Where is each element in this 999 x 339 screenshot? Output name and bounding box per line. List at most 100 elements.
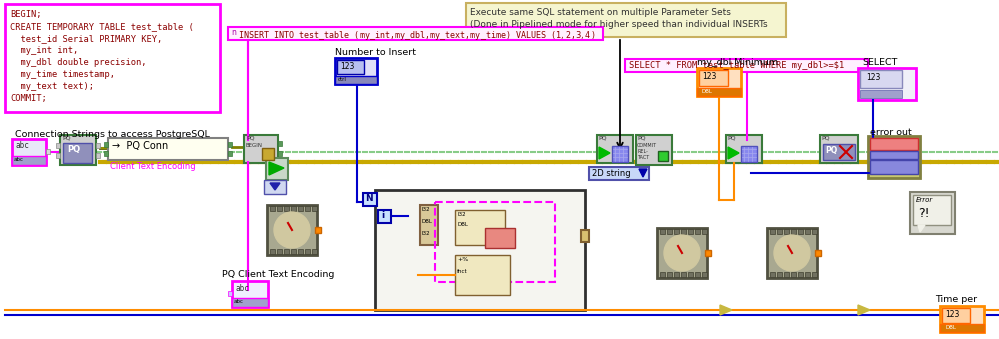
Bar: [791, 272, 796, 277]
Bar: [777, 272, 782, 277]
Bar: [278, 141, 282, 146]
Bar: [46, 149, 50, 154]
Bar: [860, 70, 902, 88]
Bar: [812, 229, 817, 234]
Bar: [12, 139, 46, 165]
Bar: [699, 70, 728, 86]
Bar: [56, 153, 60, 158]
Bar: [266, 158, 288, 180]
Bar: [791, 229, 796, 234]
Bar: [270, 206, 275, 211]
Bar: [104, 142, 108, 147]
Bar: [770, 229, 775, 234]
Polygon shape: [728, 147, 739, 159]
Bar: [420, 205, 438, 245]
Bar: [335, 76, 377, 84]
Polygon shape: [858, 305, 870, 315]
Bar: [108, 138, 228, 160]
Bar: [262, 148, 274, 160]
Bar: [228, 151, 232, 156]
Bar: [705, 250, 711, 256]
Text: my_dbl double precision,: my_dbl double precision,: [10, 58, 147, 67]
Bar: [697, 68, 741, 96]
Bar: [784, 229, 789, 234]
Bar: [581, 230, 589, 242]
Bar: [60, 135, 96, 165]
Text: 123: 123: [945, 310, 959, 319]
Bar: [940, 306, 984, 332]
Text: DBL: DBL: [945, 325, 956, 330]
Bar: [305, 206, 310, 211]
Bar: [695, 272, 700, 277]
Bar: [812, 272, 817, 277]
Bar: [726, 135, 762, 163]
Bar: [658, 151, 668, 161]
Bar: [870, 151, 918, 159]
Text: i: i: [381, 211, 385, 220]
Bar: [435, 202, 555, 282]
Text: Client Text Encoding: Client Text Encoding: [110, 162, 196, 171]
Text: my_text text);: my_text text);: [10, 82, 94, 91]
Text: I32: I32: [422, 231, 431, 236]
Text: BEGIN;: BEGIN;: [10, 10, 42, 19]
Bar: [104, 151, 108, 156]
Bar: [455, 210, 505, 245]
Bar: [767, 228, 817, 278]
Text: test_id Serial PRIMARY KEY,: test_id Serial PRIMARY KEY,: [10, 34, 162, 43]
Text: 123: 123: [340, 62, 355, 71]
Bar: [702, 229, 707, 234]
Bar: [913, 195, 951, 225]
Text: my_dbl Minimum: my_dbl Minimum: [697, 58, 778, 67]
Bar: [228, 142, 232, 147]
Text: →  PQ Conn: → PQ Conn: [112, 141, 168, 151]
Bar: [868, 136, 920, 178]
Text: ?!: ?!: [918, 207, 930, 220]
Bar: [312, 249, 317, 254]
Bar: [688, 229, 693, 234]
Text: +%: +%: [457, 257, 469, 262]
Text: TACT: TACT: [637, 155, 649, 160]
Bar: [337, 60, 364, 74]
Bar: [597, 135, 633, 163]
Text: REL-: REL-: [637, 149, 648, 154]
Bar: [375, 190, 585, 310]
Bar: [702, 272, 707, 277]
Bar: [291, 249, 296, 254]
Text: (Done in Pipelined mode for higher speed than individual INSERTs: (Done in Pipelined mode for higher speed…: [470, 20, 767, 29]
Text: 123: 123: [702, 72, 716, 81]
Text: PQ: PQ: [67, 145, 80, 154]
Bar: [312, 206, 317, 211]
Text: I32: I32: [457, 212, 466, 217]
Bar: [291, 206, 296, 211]
Text: fnct: fnct: [457, 269, 468, 274]
Text: 2D string: 2D string: [592, 168, 630, 178]
Text: I32: I32: [422, 207, 431, 212]
Text: SELECT * FROM test_table WHERE my_dbl>=$1: SELECT * FROM test_table WHERE my_dbl>=$…: [629, 60, 844, 69]
Bar: [942, 308, 970, 323]
Bar: [798, 272, 803, 277]
Text: ctrl: ctrl: [338, 77, 347, 82]
Text: PQ: PQ: [598, 136, 606, 141]
Text: PQ: PQ: [62, 136, 71, 141]
Bar: [232, 298, 268, 307]
Bar: [267, 205, 317, 255]
Bar: [589, 167, 649, 180]
Bar: [96, 153, 100, 158]
Bar: [315, 227, 321, 233]
Bar: [56, 143, 60, 148]
Text: error out: error out: [870, 128, 912, 137]
Circle shape: [774, 235, 810, 271]
Bar: [612, 146, 628, 162]
Bar: [815, 250, 821, 256]
Polygon shape: [270, 183, 280, 190]
Text: n: n: [231, 28, 236, 37]
Bar: [636, 135, 672, 165]
Bar: [860, 90, 902, 98]
Bar: [228, 291, 232, 296]
Text: abc: abc: [234, 299, 244, 304]
Bar: [667, 229, 672, 234]
Text: PQ: PQ: [821, 136, 829, 141]
Bar: [625, 59, 868, 72]
Bar: [284, 206, 289, 211]
Circle shape: [274, 212, 310, 248]
